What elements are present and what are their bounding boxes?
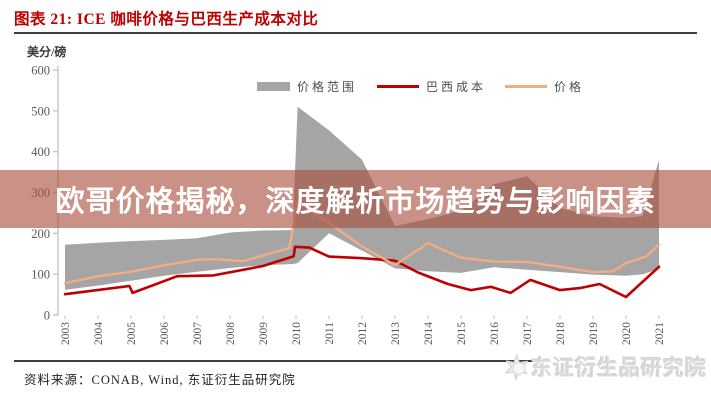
svg-text:2020: 2020 (621, 322, 633, 345)
svg-text:2018: 2018 (555, 322, 567, 345)
legend-label-brazil-cost: 巴西成本 (426, 79, 487, 94)
price-swatch-icon (505, 84, 547, 88)
title-divider (14, 32, 697, 34)
legend-item-brazil-cost: 巴西成本 (377, 78, 486, 94)
promo-banner-text: 欧哥价格揭秘，深度解析市场趋势与影响因素 (55, 186, 656, 218)
svg-text:2017: 2017 (522, 322, 534, 345)
svg-text:2021: 2021 (654, 322, 666, 345)
svg-text:2011: 2011 (324, 322, 336, 345)
svg-text:2010: 2010 (291, 322, 303, 345)
svg-text:2014: 2014 (423, 322, 435, 345)
watermark-text: 东证衍生品研究院 (531, 356, 707, 380)
source-note: 资料来源：CONAB, Wind, 东证衍生品研究院 (24, 373, 296, 387)
svg-text:2012: 2012 (357, 322, 369, 345)
svg-text:2009: 2009 (258, 322, 270, 345)
chart-legend: 价格范围 巴西成本 价格 (0, 78, 711, 94)
svg-text:2004: 2004 (93, 322, 105, 345)
svg-text:2019: 2019 (588, 322, 600, 345)
footer-divider (14, 360, 544, 362)
legend-label-price: 价格 (554, 79, 585, 94)
legend-item-price-range: 价格范围 (257, 78, 357, 94)
y-axis-unit-label: 美分/磅 (27, 45, 67, 59)
promo-banner: 欧哥价格揭秘，深度解析市场趋势与影响因素 (0, 170, 711, 228)
svg-text:2016: 2016 (489, 322, 501, 345)
legend-label-price-range: 价格范围 (297, 79, 358, 94)
svg-text:100: 100 (31, 268, 50, 282)
svg-text:2015: 2015 (456, 322, 468, 345)
svg-text:2013: 2013 (390, 322, 402, 345)
svg-text:0: 0 (44, 309, 50, 323)
price-range-swatch-icon (257, 81, 290, 91)
svg-text:2006: 2006 (159, 322, 171, 345)
watermark-star-icon (505, 354, 528, 381)
watermark: 东证衍生品研究院 (502, 348, 707, 386)
svg-text:2007: 2007 (192, 322, 204, 345)
legend-item-price: 价格 (505, 78, 584, 94)
svg-text:2005: 2005 (126, 322, 138, 345)
svg-text:2003: 2003 (60, 322, 72, 345)
svg-text:600: 600 (31, 64, 50, 78)
svg-text:2008: 2008 (225, 322, 237, 345)
brazil-cost-swatch-icon (377, 84, 419, 88)
svg-text:200: 200 (31, 227, 50, 241)
svg-text:400: 400 (31, 145, 50, 159)
chart-title: 图表 21: ICE 咖啡价格与巴西生产成本对比 (14, 11, 319, 28)
svg-text:500: 500 (31, 104, 50, 118)
